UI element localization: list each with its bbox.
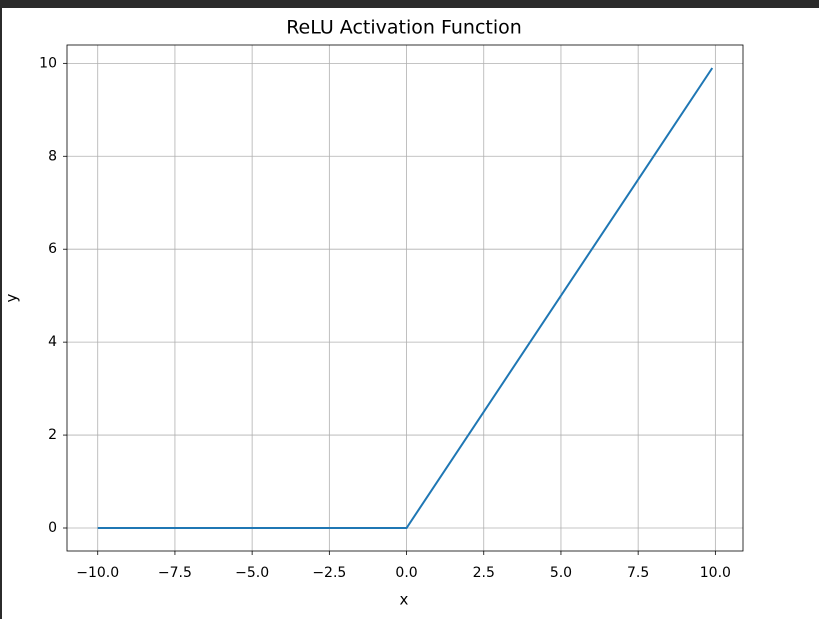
y-tick-label: 2 (48, 427, 57, 443)
x-tick-label: 2.5 (473, 565, 495, 581)
line-series (97, 67, 714, 529)
x-tick-label: −2.5 (312, 565, 346, 581)
y-tick-label: 0 (48, 520, 57, 536)
top-bar (0, 0, 819, 8)
plot-frame (66, 44, 744, 552)
y-tick-label: 4 (48, 334, 57, 350)
x-tick-label: 5.0 (550, 565, 572, 581)
y-tick-label: 10 (39, 55, 57, 71)
y-axis-label: y (3, 293, 21, 302)
x-tick-label: −7.5 (158, 565, 192, 581)
x-tick-label: −10.0 (76, 565, 119, 581)
chart-title: ReLU Activation Function (286, 17, 522, 39)
x-axis-label: x (400, 591, 409, 609)
x-tick-label: −5.0 (235, 565, 269, 581)
x-tick-label: 7.5 (627, 565, 649, 581)
x-tick-label: 10.0 (700, 565, 731, 581)
left-border (0, 0, 2, 619)
x-tick-label: 0.0 (395, 565, 417, 581)
y-tick-label: 6 (48, 241, 57, 257)
y-tick-label: 8 (48, 148, 57, 164)
